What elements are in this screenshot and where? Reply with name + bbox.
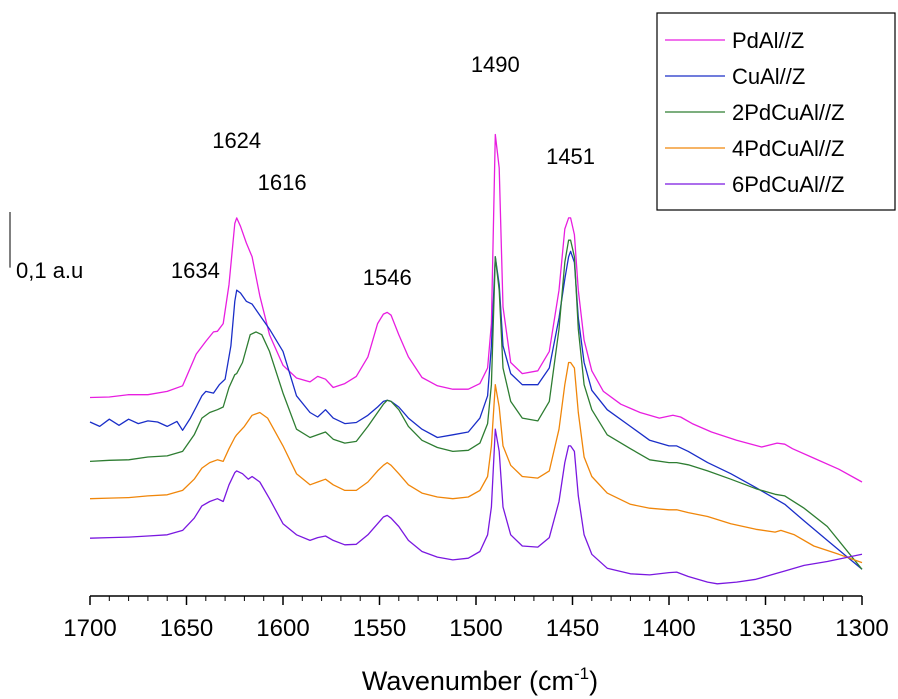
legend-label: 4PdCuAl//Z <box>732 136 845 161</box>
legend-label: PdAl//Z <box>732 28 804 53</box>
x-axis <box>89 595 863 605</box>
x-tick-label: 1650 <box>160 615 213 642</box>
peak-label: 1490 <box>471 52 520 77</box>
legend: PdAl//Z CuAl//Z 2PdCuAl//Z 4PdCuAl//Z 6PdCuA… <box>656 12 896 211</box>
x-tick-label: 1500 <box>449 615 502 642</box>
peak-label: 1616 <box>258 170 307 195</box>
series-layer <box>89 133 863 585</box>
x-tick-label: 1400 <box>642 615 695 642</box>
peak-label: 1624 <box>212 128 261 153</box>
series-line-1 <box>89 133 863 483</box>
x-tick-label: 1600 <box>256 615 309 642</box>
legend-label: CuAl//Z <box>732 64 805 89</box>
peak-label: 1546 <box>363 265 412 290</box>
x-axis-title: Wavenumber (cm-1) <box>362 664 598 696</box>
series-line-5 <box>89 428 863 585</box>
x-tick-label: 1300 <box>835 615 888 642</box>
series-line-3 <box>89 239 863 570</box>
x-tick-label: 1350 <box>739 615 792 642</box>
legend-label: 6PdCuAl//Z <box>732 172 845 197</box>
x-tick-labels: 1700 1650 1600 1550 1500 1450 1400 1350 1300 <box>63 615 888 642</box>
peak-label: 1451 <box>546 144 595 169</box>
series-line-2 <box>89 250 863 570</box>
peak-label: 1634 <box>171 258 220 283</box>
x-tick-label: 1700 <box>63 615 116 642</box>
peak-labels: 1634 1624 1616 1546 1490 1451 <box>171 52 595 290</box>
x-tick-label: 1450 <box>546 615 599 642</box>
series-line-4 <box>89 361 863 564</box>
x-tick-label: 1550 <box>353 615 406 642</box>
legend-label: 2PdCuAl//Z <box>732 100 845 125</box>
scale-bar: 0,1 a.u <box>9 212 83 283</box>
scale-bar-label: 0,1 a.u <box>16 258 83 283</box>
